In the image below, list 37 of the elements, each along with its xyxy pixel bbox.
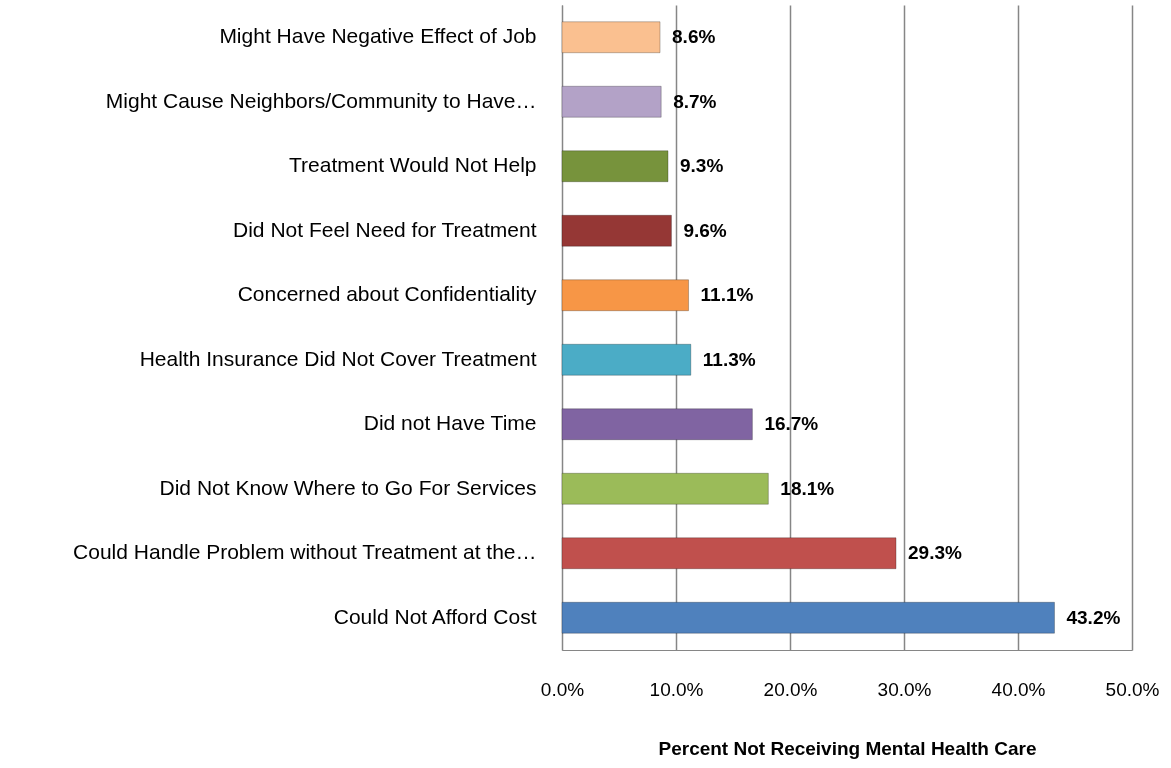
y-tick-label: Concerned about Confidentiality [237, 282, 537, 306]
bar [561, 214, 672, 247]
x-tick-label: 50.0% [1105, 678, 1160, 700]
x-tick-label: 10.0% [649, 678, 704, 700]
bar [561, 408, 753, 441]
y-tick-label: Might Have Negative Effect of Job [219, 24, 537, 48]
data-label: 29.3% [908, 542, 962, 564]
y-tick-label: Did Not Know Where to Go For Services [159, 475, 537, 499]
x-tick-label: 0.0% [540, 678, 585, 700]
y-tick-label: Might Cause Neighbors/Community to Have… [105, 88, 537, 112]
data-label: 11.3% [702, 348, 756, 370]
x-tick-label: 40.0% [991, 678, 1046, 700]
y-tick-label: Did Not Feel Need for Treatment [233, 217, 537, 241]
bar [561, 150, 669, 183]
x-tick-label: 20.0% [763, 678, 818, 700]
y-tick-label: Did not Have Time [363, 411, 537, 435]
data-label: 8.7% [673, 90, 717, 112]
bar [561, 85, 662, 118]
data-label: 9.6% [683, 219, 727, 241]
data-label: 16.7% [764, 413, 819, 435]
y-tick-label: Treatment Would Not Help [289, 153, 537, 177]
data-label: 43.2% [1066, 606, 1121, 628]
data-label: 8.6% [672, 26, 716, 48]
data-label: 9.3% [680, 155, 724, 177]
bar [561, 601, 1055, 634]
y-tick-label: Could Not Afford Cost [333, 604, 537, 628]
y-tick-label: Health Insurance Did Not Cover Treatment [139, 346, 537, 370]
bar [561, 472, 769, 505]
x-tick-label: 30.0% [877, 678, 932, 700]
data-label: 11.1% [700, 284, 754, 306]
bar [561, 343, 692, 376]
bar [561, 537, 897, 570]
data-label: 18.1% [780, 477, 835, 499]
bar [561, 21, 661, 54]
bar [561, 279, 690, 312]
x-axis-title: Percent Not Receiving Mental Health Care [658, 737, 1037, 759]
y-tick-label: Could Handle Problem without Treatment at the… [73, 540, 537, 564]
